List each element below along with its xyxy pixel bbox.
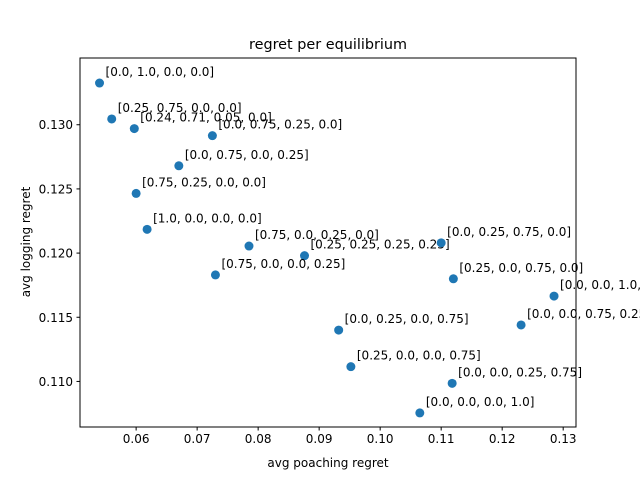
axes-frame [79,57,577,428]
data-point [174,161,184,171]
data-point [516,320,526,330]
point-label: [0.0, 0.25, 0.75, 0.0] [447,225,571,239]
point-label: [0.75, 0.0, 0.0, 0.25] [221,257,345,271]
y-tick-label: 0.120 [39,247,73,261]
data-point [142,224,152,234]
x-tick-label: 0.08 [245,432,272,446]
y-tick-label: 0.125 [39,182,73,196]
data-point [334,325,344,335]
point-label: [0.25, 0.0, 0.75, 0.0] [459,261,583,275]
x-tick-label: 0.09 [306,432,333,446]
x-tick-label: 0.11 [428,432,455,446]
y-axis: 0.110 0.115 0.120 0.125 0.130 [39,118,80,389]
data-point [207,131,217,141]
data-point [95,78,105,88]
point-label: [1.0, 0.0, 0.0, 0.0] [153,211,262,225]
point-label: [0.25, 0.25, 0.25, 0.25] [311,238,450,252]
point-label: [0.0, 0.75, 0.25, 0.0] [218,118,342,132]
y-tick-label: 0.130 [39,118,73,132]
x-tick-label: 0.10 [367,432,394,446]
point-label: [0.75, 0.0, 0.25, 0.0] [255,228,379,242]
x-axis-label: avg poaching regret [267,456,388,470]
x-tick-label: 0.13 [550,432,577,446]
plot-area: [0.0, 1.0, 0.0, 0.0] [0.25, 0.75, 0.0, 0.… [95,65,640,418]
point-label: [0.0, 0.0, 0.25, 0.75] [458,365,582,379]
data-point [107,114,117,124]
point-label: [0.25, 0.75, 0.0, 0.0] [118,101,242,115]
point-label: [0.0, 0.0, 0.75, 0.25] [527,307,640,321]
data-point [300,251,310,261]
data-point [129,124,139,134]
point-label: [0.0, 0.75, 0.0, 0.25] [185,148,309,162]
y-tick-label: 0.110 [39,375,73,389]
x-axis: 0.06 0.07 0.08 0.09 0.10 0.11 0.12 0.13 [123,427,577,446]
y-tick-label: 0.115 [39,311,73,325]
data-point [447,378,457,388]
data-point [448,274,458,284]
data-point [210,270,220,280]
point-label: [0.75, 0.25, 0.0, 0.0] [142,175,266,189]
point-label: [0.0, 1.0, 0.0, 0.0] [106,65,215,79]
x-tick-label: 0.07 [184,432,211,446]
point-label: [0.0, 0.0, 1.0, 0.0] [560,278,640,292]
point-label: [0.25, 0.0, 0.0, 0.75] [357,349,481,363]
point-label: [0.24, 0.71, 0.05, 0.0] [140,111,272,125]
data-point [549,291,559,301]
x-tick-label: 0.12 [489,432,516,446]
chart-title: regret per equilibrium [249,37,407,53]
data-point [244,241,254,251]
data-point [415,408,425,418]
y-axis-label: avg logging regret [19,186,33,297]
x-tick-label: 0.06 [123,432,150,446]
data-point [131,188,141,198]
point-label: [0.0, 0.25, 0.0, 0.75] [345,312,469,326]
data-point [436,238,446,248]
point-label: [0.0, 0.0, 0.0, 1.0] [426,395,535,409]
data-point [346,362,356,372]
